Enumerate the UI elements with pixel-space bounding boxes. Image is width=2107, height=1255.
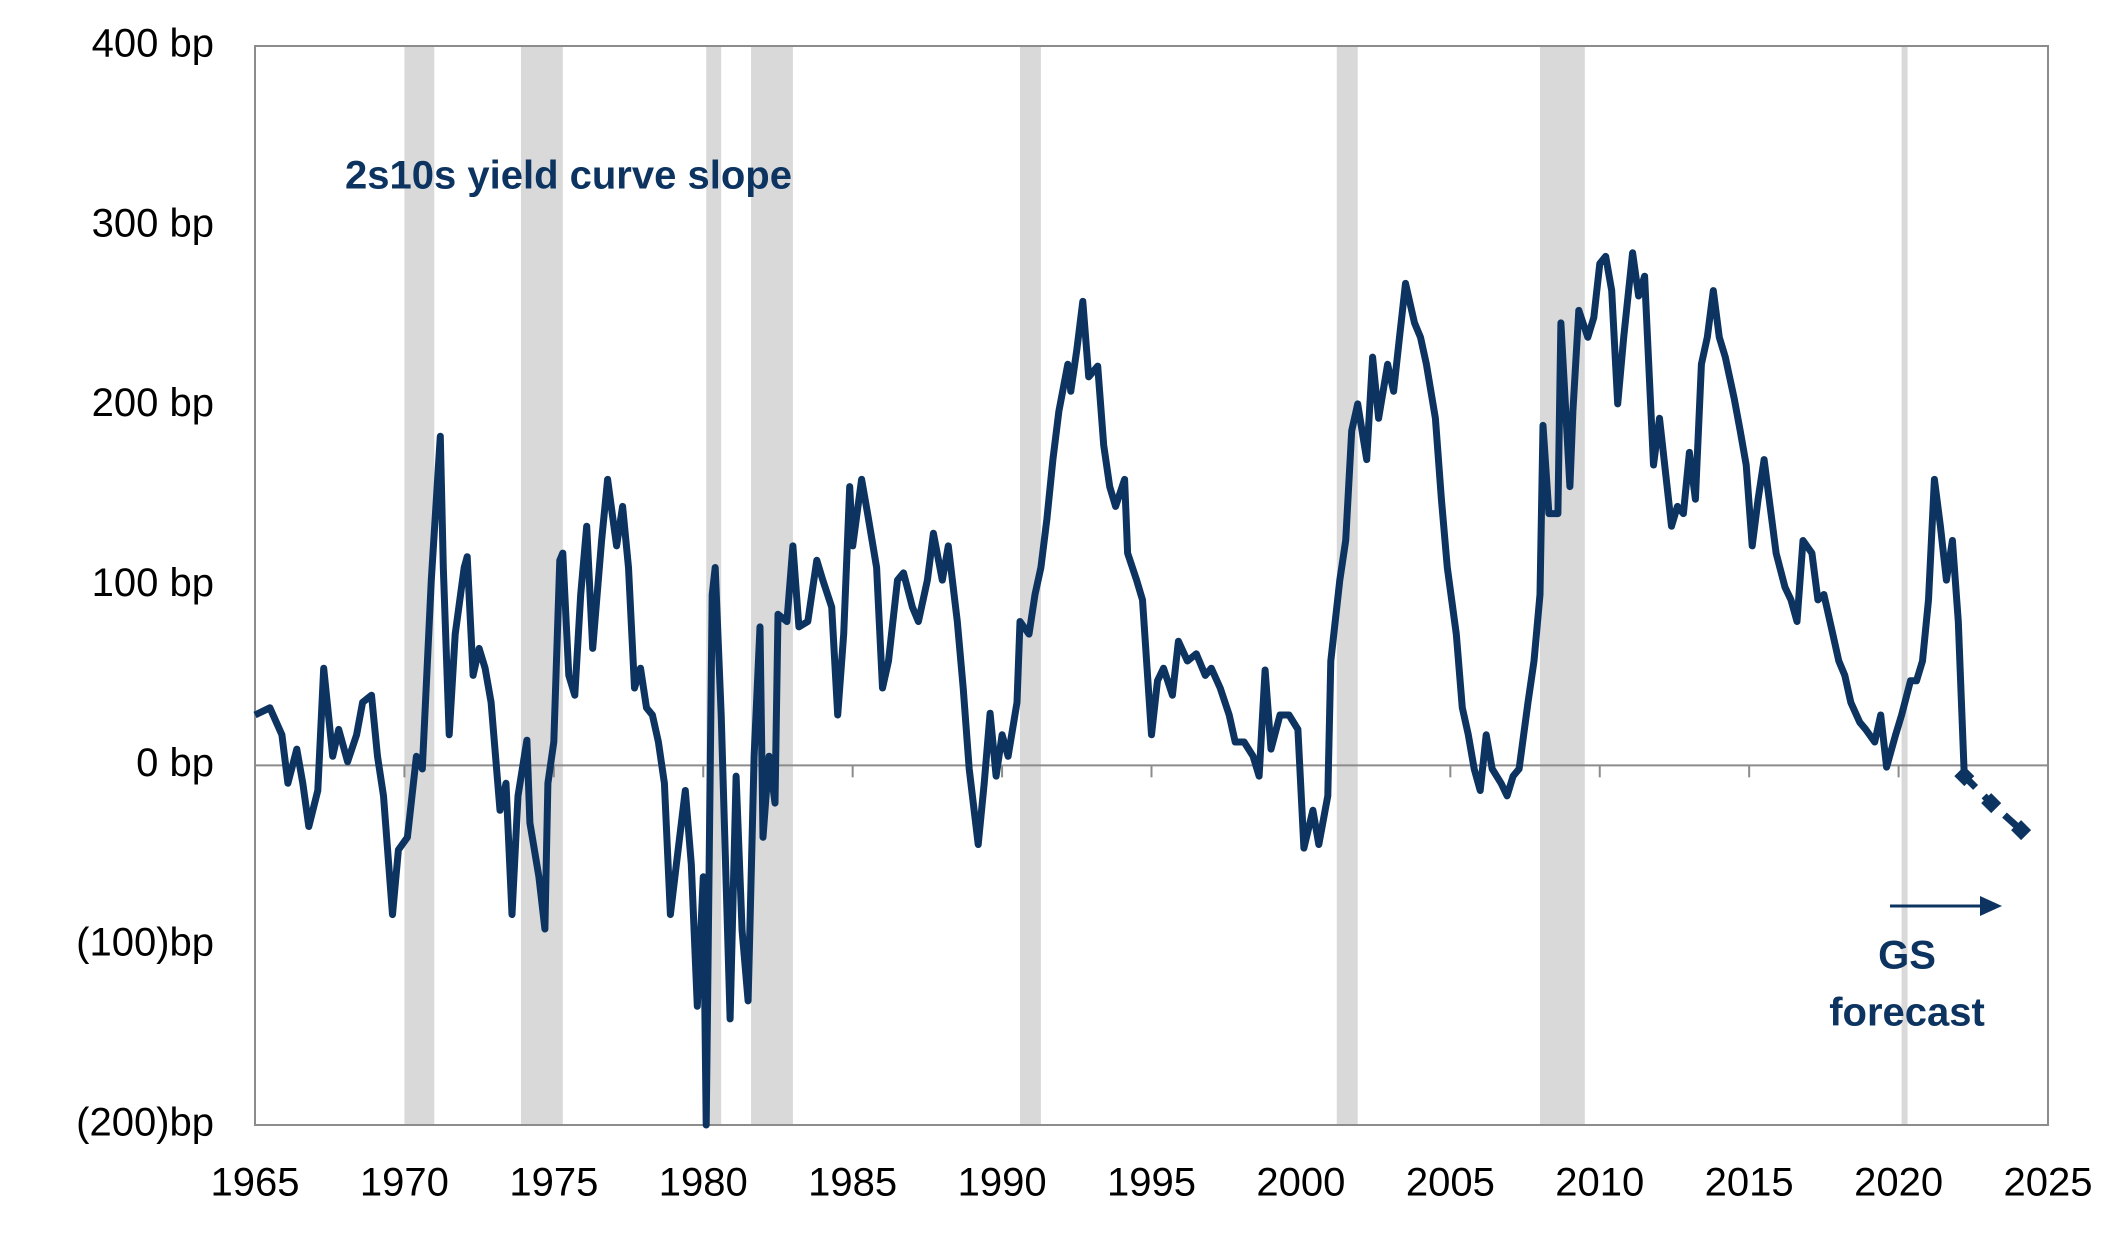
x-tick-label: 1970	[360, 1161, 449, 1205]
x-tick-label: 1990	[958, 1161, 1047, 1205]
forecast-point	[2011, 820, 2032, 841]
annotation: GS	[1878, 934, 1936, 978]
recession-band	[1336, 47, 1358, 1124]
x-tick-label: 2015	[1705, 1161, 1794, 1205]
forecast-point	[1954, 766, 1975, 787]
x-tick-label: 2005	[1406, 1161, 1495, 1205]
recession-band	[1539, 47, 1585, 1124]
x-tick-label: 2020	[1854, 1161, 1943, 1205]
x-tick-label: 1965	[211, 1161, 300, 1205]
annotation: forecast	[1829, 991, 1985, 1035]
x-tick-label: 1975	[509, 1161, 598, 1205]
y-tick-label: 0 bp	[136, 741, 214, 785]
data-line	[253, 249, 1968, 1129]
plot-border	[254, 45, 2049, 1126]
x-tick-label: 2000	[1256, 1161, 1345, 1205]
x-tick-label: 1980	[659, 1161, 748, 1205]
y-tick-label: 300 bp	[92, 201, 214, 245]
chart-title: 2s10s yield curve slope	[345, 154, 792, 198]
x-tick-label: 2025	[2004, 1161, 2093, 1205]
y-tick-label: (100)bp	[76, 921, 214, 965]
x-tick-label: 1995	[1107, 1161, 1196, 1205]
y-tick-label: 100 bp	[92, 561, 214, 605]
recession-band	[1901, 47, 1908, 1124]
forecast-arrowhead	[1980, 896, 2002, 916]
y-tick-label: (200)bp	[76, 1101, 214, 1145]
forecast-point	[1981, 793, 2002, 814]
x-tick-label: 2010	[1555, 1161, 1644, 1205]
recession-band	[751, 47, 793, 1124]
recession-band	[1020, 47, 1041, 1124]
y-tick-label: 200 bp	[92, 381, 214, 425]
x-tick-label: 1985	[808, 1161, 897, 1205]
y-tick-label: 400 bp	[92, 22, 214, 66]
